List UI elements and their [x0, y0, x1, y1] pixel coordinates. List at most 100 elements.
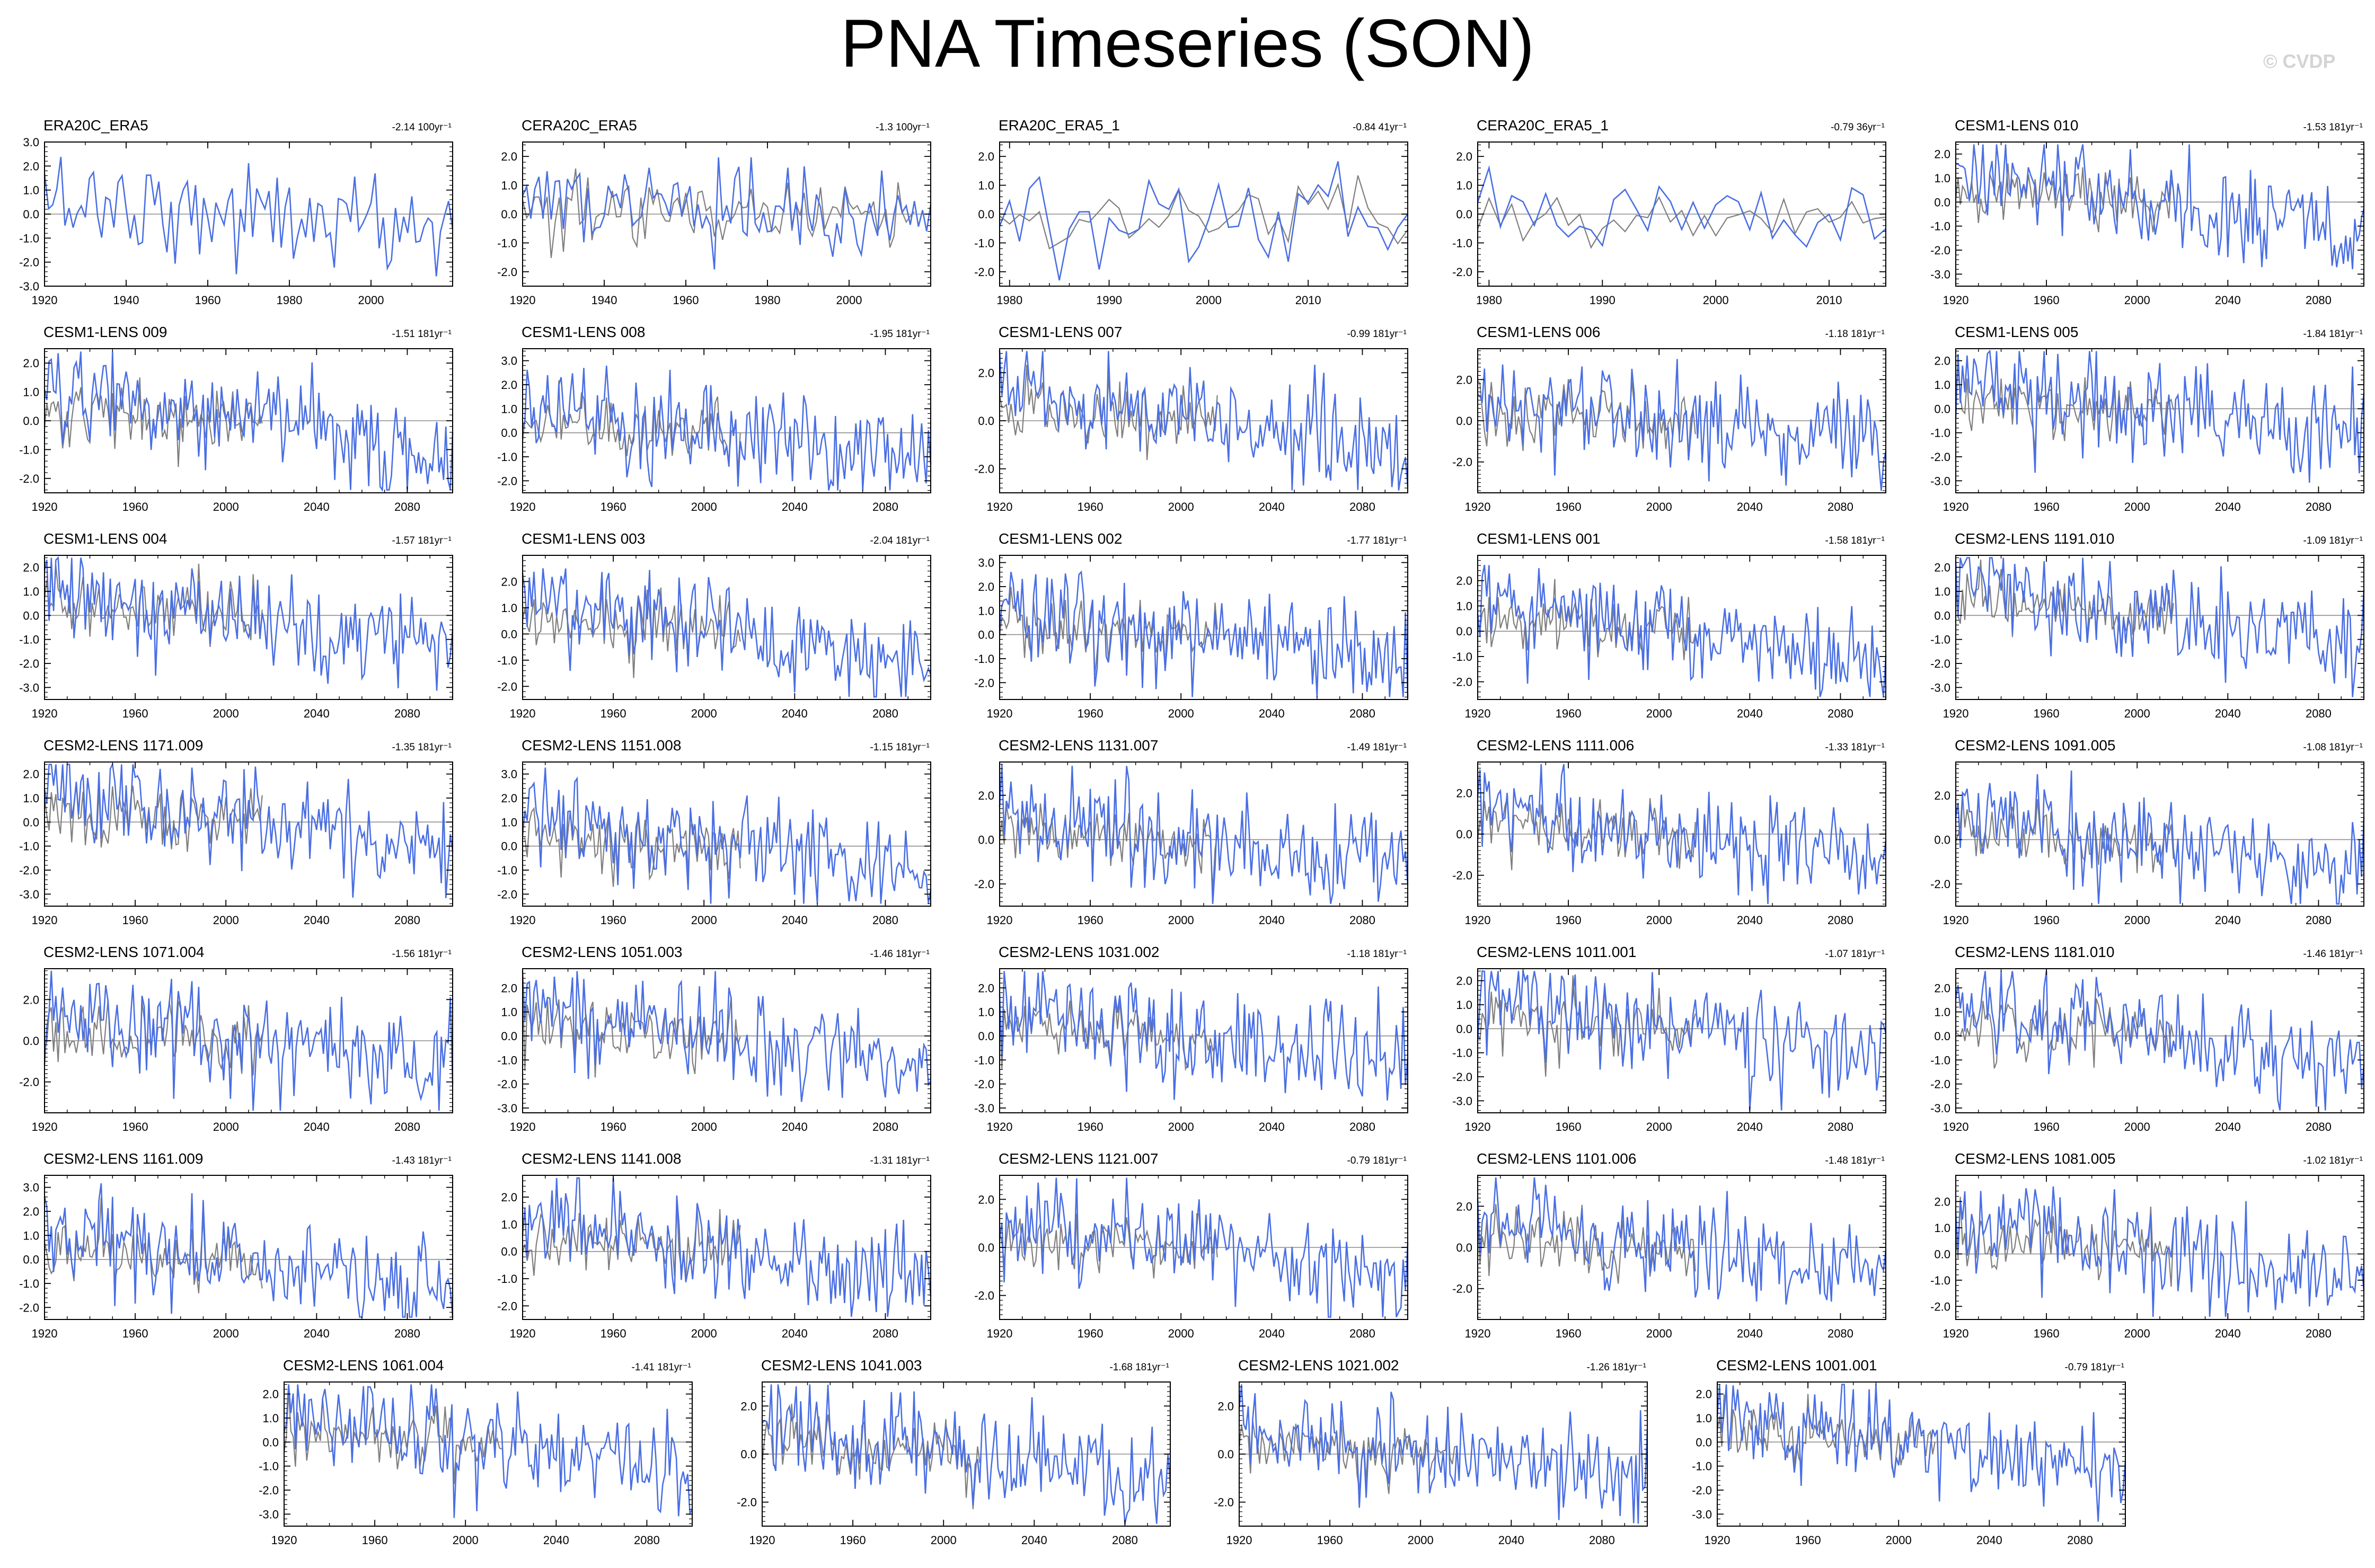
x-tick-label: 2080	[1349, 707, 1375, 720]
y-tick-label: -1.0	[497, 236, 517, 250]
series-line-primary	[1955, 1186, 2365, 1317]
panel: CESM1-LENS 005 -1.84 181yr⁻¹ 1920 1960 2000 2…	[1930, 324, 2365, 513]
panel-trend-label: -1.95 181yr⁻¹	[870, 329, 930, 340]
y-tick-label: -1.0	[1692, 1460, 1712, 1473]
x-tick-label: 1980	[1476, 294, 1502, 307]
panel: CESM1-LENS 009 -1.51 181yr⁻¹ 1920 1960 2000 2…	[19, 324, 454, 513]
panel-trend-label: -1.43 181yr⁻¹	[392, 1155, 452, 1166]
plot-frame	[44, 761, 453, 907]
x-tick-label: 2000	[1646, 914, 1672, 927]
panel-trend-label: -1.46 181yr⁻¹	[2303, 949, 2363, 960]
series-line-secondary	[1238, 1415, 1457, 1494]
panel-title: CESM2-LENS 1091.005	[1955, 737, 2116, 754]
series-line-secondary	[1477, 975, 1696, 1077]
y-tick-label: 2.0	[740, 1399, 757, 1413]
series-line-secondary	[1716, 1394, 1936, 1476]
x-tick-label: 1990	[1096, 294, 1122, 307]
x-tick-label: 2000	[1646, 1327, 1672, 1340]
x-tick-label: 2080	[1349, 500, 1375, 513]
x-tick-label: 1960	[840, 1534, 866, 1547]
series-line-primary	[999, 1177, 1409, 1318]
x-tick-label: 2040	[782, 1120, 808, 1133]
y-tick-label: 2.0	[1934, 561, 1950, 574]
panel: CESM1-LENS 004 -1.57 181yr⁻¹ 1920 1960 2000 2…	[19, 530, 454, 720]
plot-frame	[999, 968, 1408, 1113]
y-tick-label: 2.0	[978, 580, 994, 593]
series-line-primary	[1955, 770, 2365, 905]
series-line-secondary	[1477, 798, 1696, 871]
panel-title: CESM1-LENS 007	[999, 324, 1122, 340]
y-tick-label: 2.0	[1934, 789, 1950, 802]
y-tick-label: 1.0	[978, 179, 994, 192]
panel: CERA20C_ERA5 -1.3 100yr⁻¹ 1920 1940 1960 1980…	[497, 117, 932, 307]
panel-title: CESM2-LENS 1061.004	[283, 1357, 444, 1374]
y-tick-label: 0.0	[740, 1448, 757, 1461]
series-line-primary	[43, 1183, 454, 1318]
panel-title: CESM2-LENS 1041.003	[761, 1357, 922, 1374]
y-tick-label: 0.0	[978, 1030, 994, 1043]
y-tick-label: 0.0	[978, 414, 994, 428]
series-line-primary	[999, 161, 1409, 281]
panel-title: CESM2-LENS 1031.002	[999, 944, 1160, 960]
y-tick-label: 2.0	[23, 160, 39, 173]
y-tick-label: 1.0	[501, 179, 517, 192]
x-tick-label: 1920	[1465, 707, 1491, 720]
series-line-primary	[999, 971, 1409, 1101]
x-tick-label: 1960	[2034, 707, 2060, 720]
y-tick-label: 2.0	[23, 561, 39, 574]
x-tick-label: 1920	[987, 1120, 1013, 1133]
y-tick-label: 2.0	[23, 993, 39, 1006]
x-tick-label: 2000	[1703, 294, 1729, 307]
y-tick-label: 1.0	[23, 585, 39, 598]
x-tick-label: 2040	[1021, 1534, 1047, 1547]
x-tick-label: 2000	[691, 707, 717, 720]
x-tick-label: 1960	[601, 500, 626, 513]
x-tick-label: 2040	[2215, 707, 2241, 720]
y-tick-label: 0.0	[501, 1030, 517, 1043]
series-line-primary	[43, 970, 454, 1111]
series-line-primary	[1716, 1384, 2126, 1522]
y-tick-label: 2.0	[1456, 373, 1472, 386]
y-tick-label: 2.0	[23, 1205, 39, 1218]
y-tick-label: -3.0	[1930, 268, 1950, 281]
x-tick-label: 1920	[1465, 500, 1491, 513]
y-tick-label: 0.0	[23, 414, 39, 428]
y-tick-label: 0.0	[23, 609, 39, 622]
x-tick-label: 2040	[782, 707, 808, 720]
y-tick-label: 0.0	[1934, 196, 1950, 209]
series-line-primary	[1477, 970, 1887, 1111]
panel-title: CESM1-LENS 008	[522, 324, 645, 340]
series-line-primary	[522, 568, 932, 698]
series-line-primary	[43, 762, 454, 898]
y-tick-label: -3.0	[19, 681, 39, 694]
x-tick-label: 1920	[1943, 294, 1969, 307]
x-tick-label: 1940	[591, 294, 617, 307]
panel-trend-label: -1.68 181yr⁻¹	[1110, 1362, 1169, 1373]
x-tick-label: 2010	[1816, 294, 1842, 307]
x-tick-label: 2040	[2215, 914, 2241, 927]
panel-title: CESM1-LENS 002	[999, 530, 1122, 547]
y-tick-label: 2.0	[1934, 355, 1950, 368]
x-tick-label: 2000	[1168, 1120, 1194, 1133]
x-tick-label: 2000	[1168, 1327, 1194, 1340]
panel-trend-label: -1.26 181yr⁻¹	[1587, 1362, 1646, 1373]
x-tick-label: 1920	[271, 1534, 297, 1547]
y-tick-label: 0.0	[1456, 625, 1472, 638]
panel-trend-label: -2.04 181yr⁻¹	[870, 535, 930, 546]
x-tick-label: 1960	[2034, 1120, 2060, 1133]
x-tick-label: 2040	[304, 914, 330, 927]
panel-title: CESM1-LENS 001	[1477, 530, 1600, 547]
panel-trend-label: -0.79 36yr⁻¹	[1831, 122, 1885, 133]
panel-title: CESM2-LENS 1161.009	[43, 1150, 203, 1167]
x-tick-label: 1960	[122, 1327, 148, 1340]
x-tick-label: 2080	[1827, 1120, 1853, 1133]
y-tick-label: -2.0	[1452, 1282, 1472, 1296]
x-tick-label: 1920	[1943, 1120, 1969, 1133]
x-tick-label: 1960	[1078, 707, 1103, 720]
y-tick-label: -1.0	[19, 1277, 39, 1290]
x-tick-label: 2040	[304, 707, 330, 720]
y-tick-label: -2.0	[497, 1299, 517, 1313]
x-tick-label: 2040	[1259, 707, 1285, 720]
y-tick-label: 0.0	[23, 816, 39, 829]
y-tick-label: 2.0	[23, 768, 39, 781]
